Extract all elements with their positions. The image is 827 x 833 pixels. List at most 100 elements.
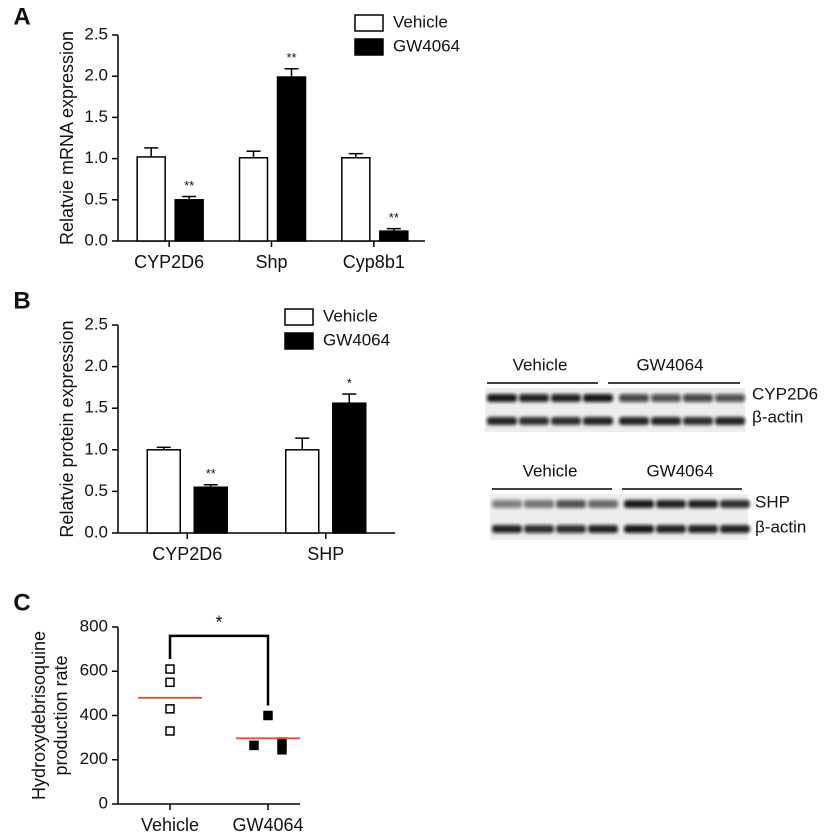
blot-row-label: β-actin (752, 407, 803, 426)
band (651, 394, 681, 402)
band (524, 500, 554, 508)
bar (193, 486, 228, 534)
y-tick-label: 400 (80, 705, 108, 724)
bar (379, 230, 409, 242)
band (624, 525, 654, 533)
band (487, 417, 517, 425)
band (715, 417, 745, 425)
panel-label: B (13, 287, 30, 314)
band (656, 500, 686, 508)
y-tick-label: 1.5 (84, 107, 108, 126)
significance: ** (206, 466, 216, 481)
y-axis-label: production rate (51, 655, 71, 775)
x-tick-label: CYP2D6 (152, 544, 222, 564)
band (583, 394, 613, 402)
dot (263, 710, 273, 721)
y-tick-label: 0.0 (84, 522, 108, 541)
dot (165, 664, 175, 674)
blot-row-label: CYP2D6 (752, 384, 818, 403)
bands (492, 500, 750, 533)
y-tick-label: 0.0 (84, 230, 108, 249)
legend-swatch (354, 38, 384, 56)
panel-label: A (13, 3, 30, 30)
blot-2: Vehicle GW4064 SHP β-actin (490, 461, 806, 540)
band (588, 525, 618, 533)
band (492, 500, 522, 508)
y-tick-label: 0 (99, 793, 108, 812)
band (492, 525, 522, 533)
bar (285, 449, 320, 534)
significance: * (215, 613, 222, 633)
y-tick-label: 2.5 (84, 24, 108, 43)
dot (165, 704, 175, 714)
blot-group-label: Vehicle (523, 461, 578, 480)
legend-label: Vehicle (393, 12, 448, 31)
y-tick-label: 2.0 (84, 66, 108, 85)
y-tick-label: 2.0 (84, 356, 108, 375)
blot-group-label: Vehicle (513, 355, 568, 374)
x-tick-label: SHP (307, 544, 344, 564)
y-tick-label: 0.5 (84, 189, 108, 208)
y-tick-label: 0.5 (84, 481, 108, 500)
y-axis-label: Hydroxydebrisoquine (29, 631, 49, 800)
x-tick-label: Shp (255, 252, 287, 272)
x-tick-label: Cyp8b1 (343, 252, 405, 272)
band (551, 394, 581, 402)
significance: ** (286, 50, 296, 65)
band (683, 394, 713, 402)
y-tick-label: 600 (80, 661, 108, 680)
band (619, 417, 649, 425)
bands (487, 394, 745, 425)
legend-swatch (284, 308, 314, 326)
legend-label: GW4064 (323, 330, 390, 349)
y-axis-label: Relatvie mRNA expression (57, 31, 77, 245)
blot-row-label: SHP (755, 492, 790, 511)
blot-1: Vehicle GW4064 CYP2D6 β-actin (485, 355, 818, 432)
band (683, 417, 713, 425)
band (556, 500, 586, 508)
bar (238, 157, 269, 242)
significance-bracket (168, 634, 270, 706)
band (656, 525, 686, 533)
y-tick-label: 1.5 (84, 398, 108, 417)
bar (276, 76, 307, 242)
y-tick-label: 200 (80, 749, 108, 768)
band (519, 394, 549, 402)
panel-label: C (13, 589, 30, 616)
dot (165, 677, 175, 688)
dot (277, 745, 287, 755)
band (651, 417, 681, 425)
legend-label: GW4064 (393, 36, 460, 55)
blot-group-label: GW4064 (636, 355, 703, 374)
x-tick-label: Vehicle (141, 815, 199, 833)
significance: * (347, 375, 352, 390)
dot (277, 737, 287, 747)
band (588, 500, 618, 508)
legend-swatch (354, 14, 384, 32)
band (583, 417, 613, 425)
x-tick-label: GW4064 (232, 815, 303, 833)
y-tick-label: 800 (80, 616, 108, 635)
band (556, 525, 586, 533)
y-tick-label: 1.0 (84, 439, 108, 458)
bar (136, 156, 166, 242)
band (619, 394, 649, 402)
y-tick-label: 2.5 (84, 314, 108, 333)
significance: ** (389, 210, 399, 225)
band (519, 417, 549, 425)
band (688, 525, 718, 533)
blot-row-label: β-actin (755, 517, 806, 536)
band (487, 394, 517, 402)
y-axis-label: Relatvie protein expression (57, 320, 77, 537)
legend-label: Vehicle (323, 306, 378, 325)
y-tick-label: 1.0 (84, 148, 108, 167)
bar (332, 402, 367, 534)
band (720, 500, 750, 508)
dot (249, 740, 259, 751)
band (624, 500, 654, 508)
band (688, 500, 718, 508)
legend-swatch (284, 332, 314, 350)
band (524, 525, 554, 533)
band (720, 525, 750, 533)
